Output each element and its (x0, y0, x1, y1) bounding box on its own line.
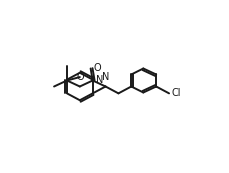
Text: N: N (101, 72, 109, 82)
Text: Cl: Cl (170, 88, 180, 98)
Text: N: N (95, 75, 103, 85)
Text: O: O (93, 63, 101, 74)
Text: O: O (76, 72, 83, 82)
